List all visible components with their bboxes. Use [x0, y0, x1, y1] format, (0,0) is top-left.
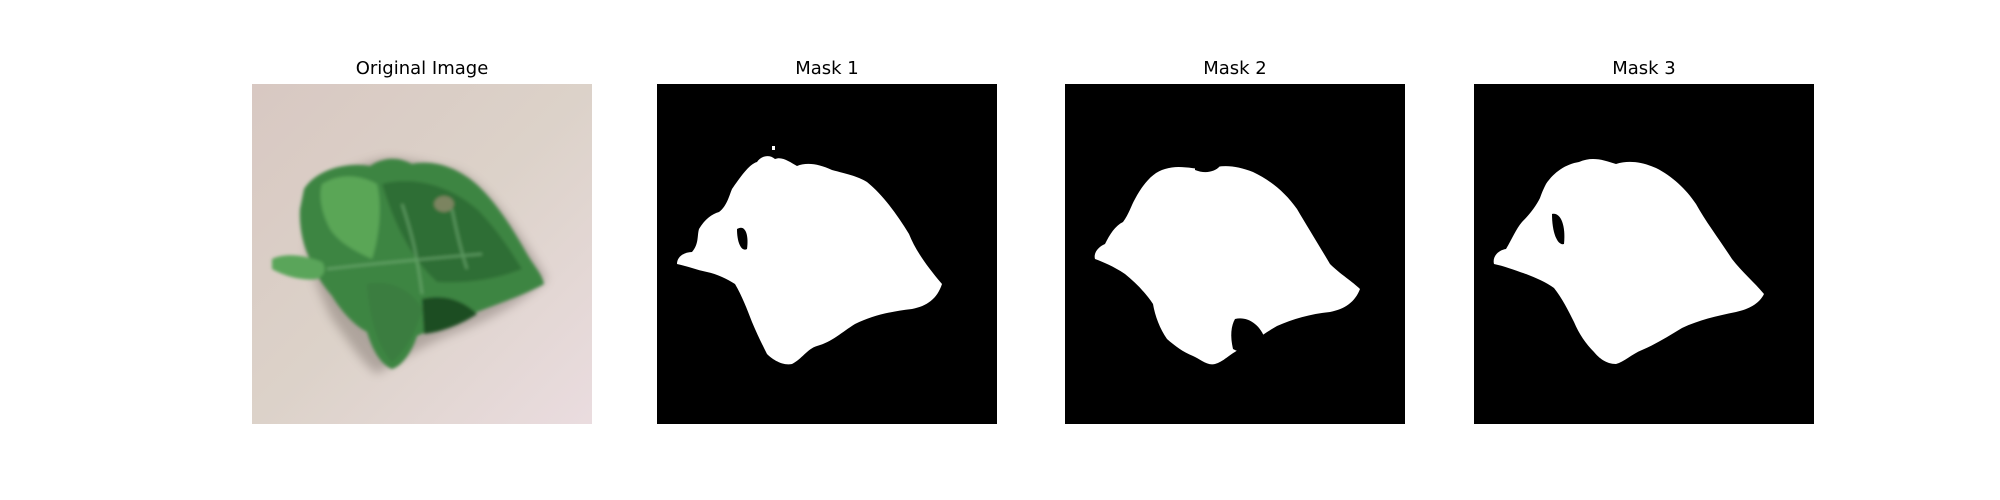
mask-3-foreground — [1493, 158, 1764, 364]
mask-2-panel: Mask 2 — [1065, 56, 1405, 424]
original-image-panel: Original Image — [252, 56, 592, 424]
mask-1-foreground — [677, 156, 942, 365]
panel-title-mask-1: Mask 1 — [795, 58, 859, 79]
mask-2-svg — [1065, 84, 1405, 424]
panel-title-mask-3: Mask 3 — [1612, 58, 1676, 79]
leaf-shape — [272, 158, 544, 369]
panel-title-mask-2: Mask 2 — [1203, 58, 1267, 79]
mask-3-image — [1474, 84, 1814, 424]
original-leaf-photo — [252, 84, 592, 424]
mask-1-svg — [657, 84, 997, 424]
panel-title-original-image: Original Image — [355, 58, 489, 79]
mask-2-foreground — [1094, 166, 1360, 365]
mask-1-panel: Mask 1 — [657, 56, 997, 424]
mask-2-image — [1065, 84, 1405, 424]
mask-3-svg — [1474, 84, 1814, 424]
mask-1-image — [657, 84, 997, 424]
leaf-photo-svg — [252, 84, 592, 424]
mask-3-panel: Mask 3 — [1474, 56, 1814, 424]
